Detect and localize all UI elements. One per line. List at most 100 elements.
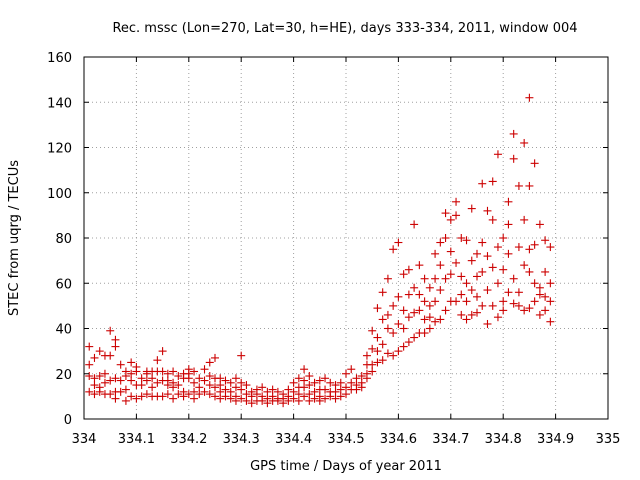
data-point bbox=[425, 283, 434, 292]
data-point bbox=[420, 329, 429, 338]
data-point bbox=[483, 206, 492, 215]
data-point bbox=[163, 381, 172, 390]
data-point bbox=[190, 387, 199, 396]
data-point bbox=[305, 396, 314, 405]
data-point bbox=[289, 394, 298, 403]
data-point bbox=[242, 390, 251, 399]
data-point bbox=[237, 378, 246, 387]
data-point bbox=[431, 317, 440, 326]
data-point bbox=[488, 263, 497, 272]
data-point bbox=[158, 347, 167, 356]
data-point bbox=[467, 310, 476, 319]
data-point bbox=[116, 360, 125, 369]
data-point bbox=[169, 383, 178, 392]
data-point bbox=[425, 324, 434, 333]
x-tick-label: 334.5 bbox=[327, 432, 364, 447]
data-point bbox=[321, 374, 330, 383]
data-point bbox=[415, 290, 424, 299]
data-point bbox=[383, 310, 392, 319]
data-point bbox=[509, 274, 518, 283]
x-tick-label: 334.9 bbox=[537, 432, 574, 447]
chart-title: Rec. mssc (Lon=270, Lat=30, h=HE), days … bbox=[112, 21, 577, 36]
data-point bbox=[457, 310, 466, 319]
x-tick-label: 334.8 bbox=[485, 432, 522, 447]
data-point bbox=[247, 399, 256, 408]
data-point bbox=[493, 313, 502, 322]
data-point bbox=[158, 392, 167, 401]
data-point bbox=[284, 385, 293, 394]
data-point bbox=[90, 353, 99, 362]
data-point bbox=[394, 347, 403, 356]
x-tick-label: 334.4 bbox=[275, 432, 312, 447]
data-point bbox=[399, 324, 408, 333]
data-point bbox=[305, 372, 314, 381]
data-points bbox=[85, 93, 555, 408]
data-point bbox=[148, 374, 157, 383]
y-tick-label: 20 bbox=[55, 368, 72, 383]
data-point bbox=[305, 381, 314, 390]
data-point bbox=[383, 274, 392, 283]
data-point bbox=[205, 372, 214, 381]
data-point bbox=[342, 369, 350, 378]
data-point bbox=[462, 236, 471, 245]
y-tick-label: 100 bbox=[47, 187, 72, 202]
data-point bbox=[399, 342, 408, 351]
data-point bbox=[441, 306, 450, 315]
data-point bbox=[85, 342, 94, 351]
data-point bbox=[315, 396, 324, 405]
data-point bbox=[211, 383, 219, 392]
data-point bbox=[300, 376, 309, 385]
x-tick-label: 334.6 bbox=[380, 432, 417, 447]
data-point bbox=[478, 179, 487, 188]
data-point bbox=[530, 297, 539, 306]
data-point bbox=[190, 394, 199, 403]
data-point bbox=[336, 385, 345, 394]
data-point bbox=[331, 394, 340, 403]
y-tick-label: 40 bbox=[55, 323, 72, 338]
data-point bbox=[452, 211, 461, 220]
data-point bbox=[342, 383, 350, 392]
data-point bbox=[174, 390, 183, 399]
data-point bbox=[85, 372, 94, 381]
data-point bbox=[111, 394, 120, 403]
data-point bbox=[85, 360, 94, 369]
data-point bbox=[404, 338, 413, 347]
data-point bbox=[415, 261, 424, 270]
data-point bbox=[473, 249, 481, 258]
data-point bbox=[179, 392, 188, 401]
data-point bbox=[352, 374, 361, 383]
data-point bbox=[499, 297, 508, 306]
data-point bbox=[300, 392, 309, 401]
y-tick-label: 160 bbox=[47, 51, 72, 66]
data-point bbox=[231, 374, 240, 383]
data-point bbox=[541, 306, 550, 315]
data-point bbox=[362, 374, 371, 383]
data-point bbox=[452, 197, 461, 206]
data-point bbox=[509, 129, 518, 138]
data-point bbox=[520, 215, 529, 224]
data-point bbox=[446, 270, 455, 279]
data-point bbox=[467, 256, 476, 265]
data-point bbox=[326, 378, 335, 387]
data-point bbox=[368, 360, 377, 369]
data-point bbox=[483, 319, 492, 328]
data-point bbox=[205, 381, 214, 390]
data-point bbox=[137, 374, 146, 383]
data-point bbox=[525, 304, 534, 313]
data-point bbox=[420, 315, 429, 324]
data-point bbox=[231, 383, 240, 392]
data-point bbox=[237, 385, 246, 394]
data-point bbox=[493, 279, 502, 288]
data-point bbox=[347, 378, 356, 387]
data-point bbox=[425, 301, 434, 310]
data-point bbox=[127, 358, 136, 367]
data-point bbox=[200, 387, 209, 396]
data-point bbox=[410, 220, 419, 229]
data-point bbox=[488, 215, 497, 224]
data-point bbox=[473, 308, 481, 317]
data-point bbox=[294, 390, 303, 399]
data-point bbox=[300, 365, 309, 374]
data-point bbox=[493, 150, 502, 159]
data-point bbox=[415, 306, 424, 315]
data-point bbox=[478, 267, 487, 276]
